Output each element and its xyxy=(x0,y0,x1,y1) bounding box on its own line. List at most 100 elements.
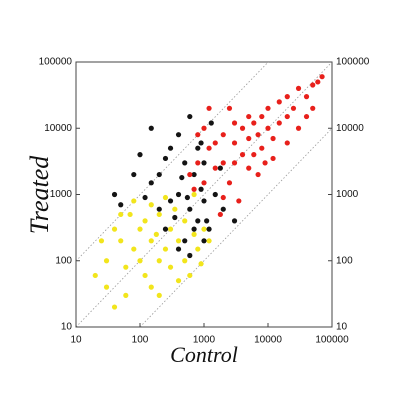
point xyxy=(182,218,188,224)
point xyxy=(270,135,276,142)
point xyxy=(284,94,290,100)
point xyxy=(175,278,182,284)
point xyxy=(131,246,137,252)
point xyxy=(167,198,174,204)
point xyxy=(231,140,238,146)
point xyxy=(187,171,193,178)
point xyxy=(310,82,316,88)
y-tick-label: 1000 xyxy=(50,189,73,200)
point xyxy=(201,198,207,204)
y-axis-title: Treated xyxy=(25,155,54,234)
y-tick-label-right: 1000 xyxy=(336,189,359,200)
point xyxy=(131,171,137,178)
point xyxy=(195,132,201,138)
point xyxy=(310,105,316,111)
point xyxy=(92,272,98,279)
point xyxy=(201,238,207,244)
point xyxy=(251,152,257,158)
point xyxy=(206,226,212,232)
point xyxy=(123,264,129,270)
point xyxy=(156,206,162,212)
point xyxy=(315,79,321,85)
point xyxy=(156,171,162,178)
point xyxy=(259,145,265,151)
point xyxy=(206,105,212,111)
point xyxy=(137,258,143,264)
point xyxy=(123,292,129,298)
point xyxy=(131,198,137,204)
point xyxy=(212,191,218,198)
point xyxy=(284,140,290,146)
point xyxy=(255,171,261,178)
point xyxy=(195,160,201,166)
y-tick-label: 10 xyxy=(61,322,73,333)
point xyxy=(220,160,226,166)
x-tick-label: 100000 xyxy=(315,335,349,346)
point xyxy=(137,226,143,232)
point xyxy=(118,238,124,244)
x-tick-label: 100 xyxy=(132,335,149,346)
point xyxy=(156,258,162,264)
point xyxy=(142,194,148,201)
point xyxy=(172,206,178,212)
point xyxy=(265,105,271,111)
point xyxy=(284,113,290,120)
point xyxy=(175,132,182,138)
point xyxy=(167,145,174,151)
point xyxy=(162,155,169,162)
point xyxy=(148,125,154,131)
point xyxy=(319,74,325,80)
point xyxy=(111,226,118,232)
x-tick-label: 10 xyxy=(70,335,82,346)
x-tick-label: 10000 xyxy=(254,335,282,346)
point xyxy=(236,198,242,204)
point xyxy=(204,218,210,224)
point xyxy=(195,218,201,224)
point xyxy=(103,258,110,264)
point xyxy=(255,132,261,138)
y-tick-label-right: 10000 xyxy=(336,123,364,134)
point xyxy=(226,180,233,186)
point xyxy=(142,218,148,224)
point xyxy=(191,231,197,237)
point xyxy=(220,194,226,201)
point xyxy=(156,292,162,298)
point xyxy=(148,180,154,186)
point xyxy=(198,186,204,192)
point xyxy=(156,211,162,218)
point xyxy=(220,132,226,138)
point xyxy=(184,194,190,201)
point xyxy=(175,238,182,244)
point xyxy=(290,105,297,111)
point xyxy=(187,272,193,279)
point xyxy=(239,152,246,158)
point xyxy=(148,284,154,290)
point xyxy=(167,226,174,232)
point xyxy=(206,238,212,244)
point xyxy=(148,238,154,244)
point xyxy=(118,202,124,208)
point xyxy=(127,211,133,218)
point xyxy=(142,272,148,279)
point xyxy=(246,113,252,120)
point xyxy=(111,191,118,198)
point xyxy=(198,140,204,146)
point xyxy=(172,214,178,221)
point xyxy=(187,252,193,259)
y-tick-label: 100 xyxy=(55,255,72,266)
point xyxy=(162,226,169,232)
point xyxy=(103,284,110,290)
point xyxy=(182,258,188,264)
x-axis-title: Control xyxy=(170,342,238,367)
point xyxy=(111,304,118,310)
point xyxy=(195,145,201,151)
point xyxy=(98,238,105,244)
point xyxy=(303,113,310,120)
point xyxy=(276,120,282,126)
points xyxy=(92,74,325,310)
point xyxy=(295,125,302,131)
point xyxy=(246,165,252,171)
point xyxy=(118,211,124,218)
